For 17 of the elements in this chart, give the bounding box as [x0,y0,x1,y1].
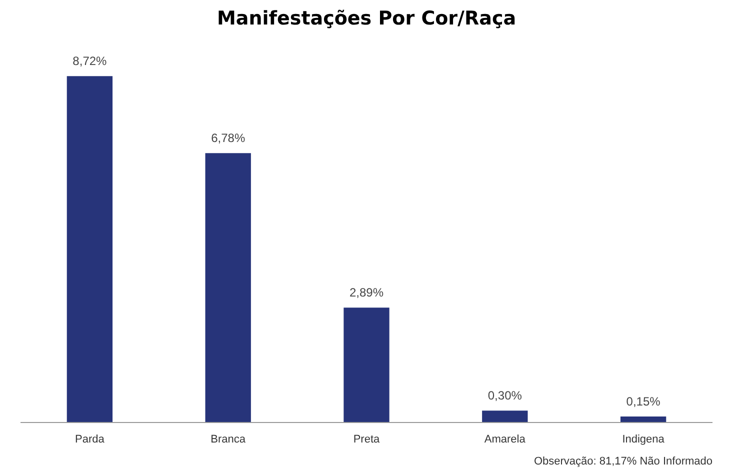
x-tick-label: Branca [210,434,246,446]
data-label: 2,89% [349,286,384,300]
bar [344,308,390,422]
text: Observação: 81,17% Não Informado [534,456,712,468]
bar [482,410,528,422]
data-label: 8,72% [72,54,108,68]
x-tick-label: Parda [75,434,106,446]
data-label: 0,30% [488,388,522,403]
data-label: 0,15% [626,394,661,409]
data-label: 6,78% [211,131,246,146]
bar [620,416,666,422]
x-tick-label: Amarela [484,434,526,446]
x-tick-label: Preta [353,434,381,446]
bar [205,153,251,422]
chart-title: Manifestações Por Cor/Raça [216,8,516,30]
bar [66,76,113,422]
x-tick-label: Indigena [622,434,666,446]
